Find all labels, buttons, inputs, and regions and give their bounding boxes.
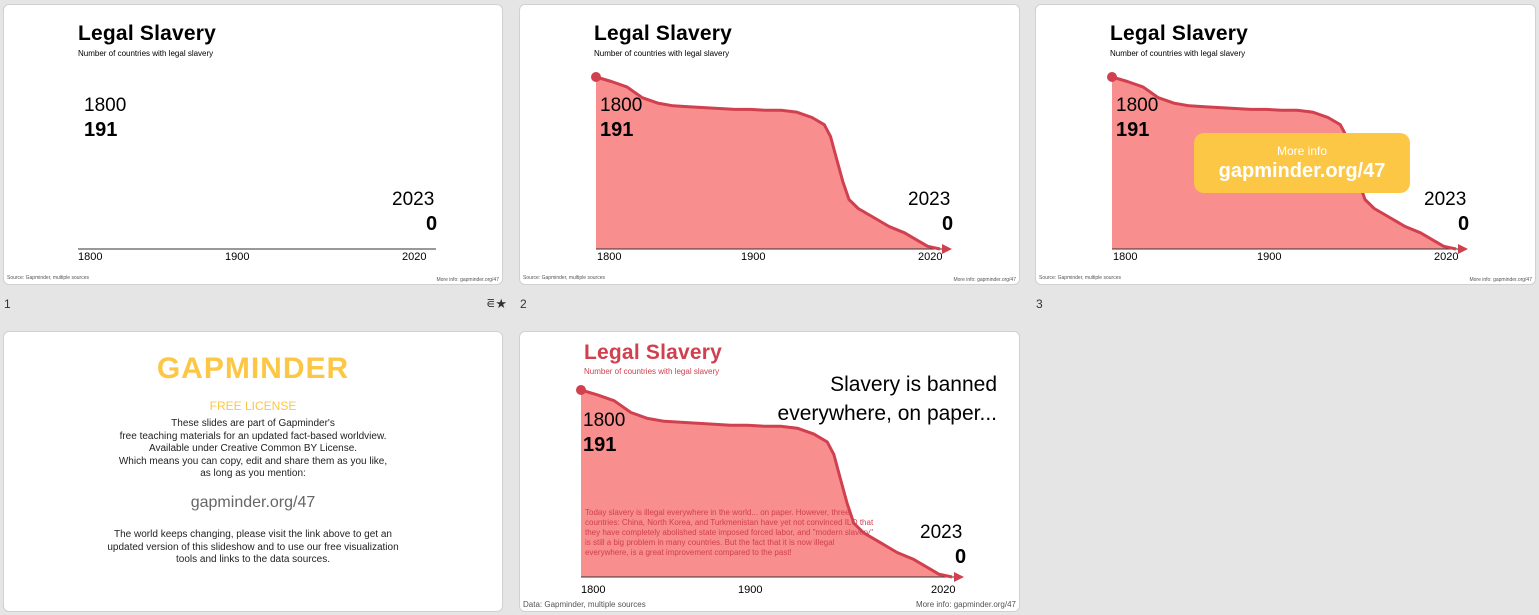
skip-star-icon[interactable]: ⋷★ <box>486 296 507 311</box>
end-value-label: 0 <box>942 213 954 235</box>
explanation-paragraph: Today slavery is illegal everywhere in t… <box>585 508 874 557</box>
source-note: Source: Gapminder, multiple sources <box>7 275 89 281</box>
series-line <box>1111 75 1457 251</box>
end-arrow <box>1458 244 1468 254</box>
end-arrow <box>942 244 952 254</box>
claim-line: Slavery is banned <box>830 373 997 396</box>
area-fill <box>596 77 940 249</box>
slide-thumbnail-2[interactable]: Legal Slavery Number of countries with l… <box>520 5 1019 284</box>
x-tick-label: 2020 <box>931 584 956 596</box>
slide-subtitle: Number of countries with legal slavery <box>78 49 214 58</box>
x-tick-label: 1900 <box>741 251 766 263</box>
claim-text: Slavery is banned everywhere, on paper..… <box>778 370 997 428</box>
slide-thumbnail-5[interactable]: Legal Slavery Number of countries with l… <box>520 332 1019 611</box>
more-info-note: More info: gapminder.org/47 <box>436 277 499 283</box>
source-note: Source: Gapminder, multiple sources <box>523 275 605 281</box>
more-info-note: More info: gapminder.org/47 <box>1469 277 1532 283</box>
badge-small-text: More info <box>1276 144 1328 158</box>
slide-subtitle: Number of countries with legal slavery <box>584 367 720 376</box>
x-tick-label: 2020 <box>402 251 427 263</box>
slide-number: 1 <box>4 297 11 311</box>
slide-thumbnail-3[interactable]: Legal Slavery Number of countries with l… <box>1036 5 1535 284</box>
slide-number: 3 <box>1036 297 1043 311</box>
x-tick-label: 2020 <box>1434 251 1459 263</box>
end-value-label: 0 <box>1458 213 1470 235</box>
x-tick-label: 1800 <box>581 584 606 596</box>
end-arrow <box>954 572 964 582</box>
x-tick-label: 1800 <box>1113 251 1138 263</box>
slide-number: 2 <box>520 297 527 311</box>
slide-thumbnail-1[interactable]: Legal Slavery Number of countries with l… <box>4 5 502 284</box>
more-info-note: More info: gapminder.org/47 <box>915 600 1016 609</box>
start-value-label: 191 <box>600 119 634 141</box>
end-year-label: 2023 <box>920 522 963 543</box>
x-tick-label: 1900 <box>1257 251 1282 263</box>
x-tick-label: 1800 <box>597 251 622 263</box>
source-note: Source: Gapminder, multiple sources <box>1039 275 1121 281</box>
license-text: These slides are part of Gapminder's fre… <box>4 418 502 481</box>
update-text: The world keeps changing, please visit t… <box>4 529 502 567</box>
start-year-label: 1800 <box>1116 95 1159 116</box>
x-tick-label: 2020 <box>918 251 943 263</box>
badge-link-text: gapminder.org/47 <box>1218 160 1386 182</box>
claim-line: everywhere, on paper... <box>777 402 997 425</box>
license-line: Which means you can copy, edit and share… <box>118 455 388 467</box>
slide-subtitle: Number of countries with legal slavery <box>594 49 730 58</box>
slide-thumbnail-4[interactable]: GAPMINDER FREE LICENSE These slides are … <box>4 332 502 611</box>
license-line: as long as you mention: <box>200 468 306 479</box>
end-year-label: 2023 <box>1424 189 1467 210</box>
slide-title: Legal Slavery <box>594 22 733 45</box>
area-chart <box>591 72 952 254</box>
update-line: tools and links to the data sources. <box>176 554 330 565</box>
chart-axis <box>78 248 436 250</box>
start-year-label: 1800 <box>84 95 127 116</box>
end-value-label: 0 <box>955 546 967 568</box>
start-value-label: 191 <box>1116 119 1150 141</box>
start-value-label: 191 <box>84 119 118 141</box>
update-line: updated version of this slideshow and to… <box>107 541 399 553</box>
start-year-label: 1800 <box>583 410 626 431</box>
area-chart <box>576 385 964 582</box>
license-title: FREE LICENSE <box>209 399 297 413</box>
start-point <box>576 385 586 395</box>
more-info-note: More info: gapminder.org/47 <box>953 277 1016 283</box>
end-year-label: 2023 <box>392 189 435 210</box>
end-year-label: 2023 <box>908 189 951 210</box>
slide-title: Legal Slavery <box>78 22 217 45</box>
license-link: gapminder.org/47 <box>190 494 316 511</box>
start-value-label: 191 <box>583 434 617 456</box>
x-tick-label: 1900 <box>225 251 250 263</box>
slide-subtitle: Number of countries with legal slavery <box>1110 49 1246 58</box>
series-line <box>580 388 953 579</box>
start-point <box>591 72 601 82</box>
more-info-badge: More info gapminder.org/47 <box>1194 133 1410 193</box>
update-line: The world keeps changing, please visit t… <box>114 529 392 540</box>
license-line: free teaching materials for an updated f… <box>119 430 387 442</box>
series-line <box>595 75 941 251</box>
end-value-label: 0 <box>426 213 438 235</box>
source-note: Data: Gapminder, multiple sources <box>523 600 646 609</box>
slide-title: Legal Slavery <box>584 341 723 364</box>
x-tick-label: 1800 <box>78 251 103 263</box>
x-tick-label: 1900 <box>738 584 763 596</box>
gapminder-logo: GAPMINDER <box>156 352 350 385</box>
license-line: These slides are part of Gapminder's <box>171 418 335 429</box>
start-point <box>1107 72 1117 82</box>
slide-title: Legal Slavery <box>1110 22 1249 45</box>
start-year-label: 1800 <box>600 95 643 116</box>
license-line: Available under Creative Common BY Licen… <box>148 443 358 454</box>
